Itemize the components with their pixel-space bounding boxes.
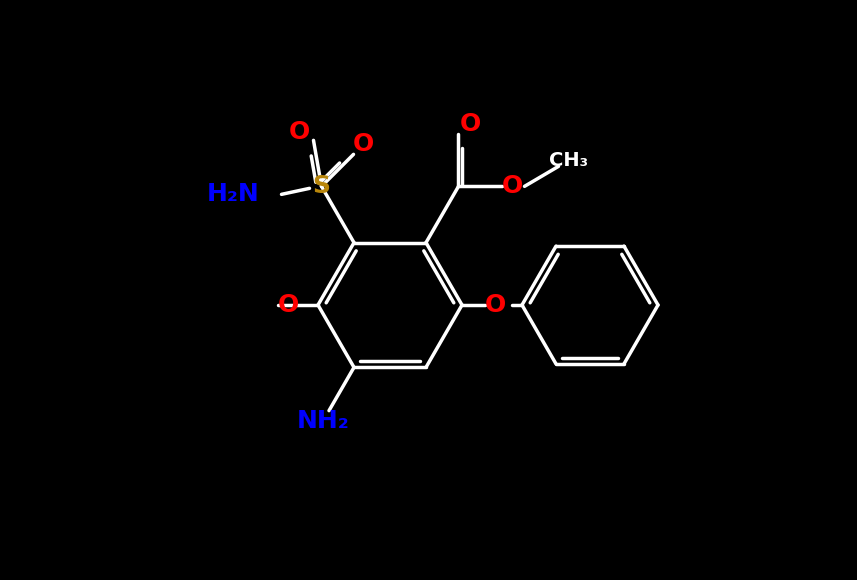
Text: O: O — [502, 175, 523, 198]
Text: H₂N: H₂N — [207, 182, 260, 206]
Text: NH₂: NH₂ — [297, 409, 350, 433]
Text: CH₃: CH₃ — [549, 151, 588, 170]
Text: O: O — [484, 293, 506, 317]
Text: S: S — [313, 175, 331, 198]
Text: O: O — [289, 121, 310, 144]
Text: O: O — [460, 113, 481, 136]
Text: O: O — [353, 132, 375, 157]
Text: O: O — [278, 293, 298, 317]
